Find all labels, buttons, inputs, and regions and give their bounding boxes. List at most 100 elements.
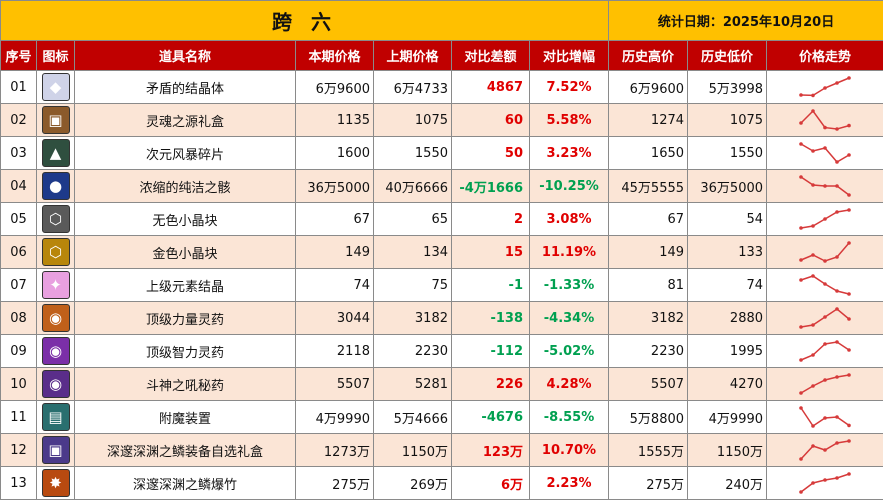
sparkline-point	[799, 358, 803, 362]
price-difference: 60	[451, 103, 530, 137]
row-index: 01	[0, 70, 37, 104]
sparkline-point	[799, 278, 803, 282]
current-price: 1135	[295, 103, 374, 137]
previous-price: 269万	[373, 466, 452, 500]
historical-low: 5万3998	[687, 70, 768, 104]
item-name: 浓缩的纯洁之骸	[74, 169, 296, 203]
price-trend-cell	[766, 70, 883, 104]
stat-date: 统计日期：2025年10月20日	[608, 0, 883, 41]
sparkline-line	[800, 473, 850, 493]
sparkline-line	[800, 374, 850, 394]
current-price: 36万5000	[295, 169, 374, 203]
price-trend-sparkline	[799, 142, 851, 164]
current-price: 2118	[295, 334, 374, 368]
historical-low: 133	[687, 235, 768, 269]
icon-cell: ✸	[36, 466, 75, 500]
sparkline-point	[835, 184, 839, 188]
grey-cube-icon: ⬡	[41, 205, 70, 233]
historical-low: 54	[687, 202, 768, 236]
sparkline-point	[847, 193, 851, 197]
sparkline-point	[847, 423, 851, 428]
item-name: 无色小晶块	[74, 202, 296, 236]
sparkline-point	[823, 217, 827, 221]
icon-cell: ▲	[36, 136, 75, 170]
table-row: 12 ▣ 深邃深渊之鳞装备自选礼盒 1273万 1150万 123万 10.70% 1555万…	[0, 433, 883, 467]
icon-cell: ◉	[36, 334, 75, 368]
price-trend-cell	[766, 202, 883, 236]
price-trend-cell	[766, 334, 883, 368]
row-index: 09	[0, 334, 37, 368]
sparkline-point	[823, 259, 827, 263]
price-difference: -4676	[451, 400, 530, 434]
col-header-historical-low: 历史低价	[687, 40, 768, 71]
current-price: 4万9990	[295, 400, 374, 434]
sparkline-point	[823, 448, 827, 452]
sparkline-point	[811, 384, 815, 388]
change-percent: 11.19%	[528, 235, 610, 269]
current-price: 1600	[295, 136, 374, 170]
previous-price: 5万4666	[373, 400, 452, 434]
historical-high: 1650	[608, 136, 689, 170]
item-name: 顶级力量灵药	[74, 301, 296, 335]
change-percent: -1.33%	[528, 268, 610, 302]
sparkline-point	[823, 282, 827, 286]
col-header-price-trend: 价格走势	[766, 40, 883, 71]
item-name: 矛盾的结晶体	[74, 70, 296, 104]
sparkline-point	[799, 121, 803, 125]
sparkline-point	[811, 274, 815, 278]
icon-cell: ◉	[36, 301, 75, 335]
sparkline-line	[800, 242, 850, 262]
change-percent: -5.02%	[528, 334, 610, 368]
table-row: 02 ▣ 灵魂之源礼盒 1135 1075 60 5.58% 1274 1075	[0, 103, 883, 137]
row-index: 08	[0, 301, 37, 335]
row-index: 10	[0, 367, 37, 401]
historical-high: 81	[608, 268, 689, 302]
price-difference: 2	[451, 202, 530, 236]
historical-low: 240万	[687, 466, 768, 500]
current-price: 3044	[295, 301, 374, 335]
change-percent: 4.28%	[528, 367, 610, 401]
previous-price: 134	[373, 235, 452, 269]
price-difference: -138	[451, 301, 530, 335]
sparkline-point	[835, 255, 839, 259]
change-percent: 7.52%	[528, 70, 610, 104]
battle-potion-icon: ◉	[41, 370, 70, 398]
sparkline-point	[811, 109, 815, 113]
price-trend-sparkline	[799, 175, 851, 197]
sparkline-point	[799, 175, 803, 179]
historical-high: 3182	[608, 301, 689, 335]
sparkline-point	[835, 160, 839, 164]
sparkline-point	[847, 373, 851, 377]
sparkline-point	[811, 183, 815, 187]
current-price: 149	[295, 235, 374, 269]
previous-price: 75	[373, 268, 452, 302]
col-header-difference: 对比差额	[451, 40, 530, 71]
previous-price: 5281	[373, 367, 452, 401]
sparkline-point	[799, 391, 803, 395]
change-percent: 5.58%	[528, 103, 610, 137]
sparkline-point	[847, 76, 851, 80]
title-row: 跨 六 统计日期：2025年10月20日	[0, 0, 883, 41]
pink-crystal-icon: ✦	[41, 271, 70, 299]
historical-low: 1550	[687, 136, 768, 170]
table-row: 07 ✦ 上级元素结晶 74 75 -1 -1.33% 81 74	[0, 268, 883, 302]
previous-price: 40万6666	[373, 169, 452, 203]
price-difference: 50	[451, 136, 530, 170]
sparkline-point	[835, 307, 839, 311]
sparkline-point	[835, 375, 839, 379]
icon-cell: ▣	[36, 433, 75, 467]
sparkline-point	[847, 439, 851, 443]
col-header-index: 序号	[0, 40, 37, 71]
current-price: 67	[295, 202, 374, 236]
price-difference: 123万	[451, 433, 530, 467]
icon-cell: ●	[36, 169, 75, 203]
sparkline-point	[811, 323, 815, 327]
historical-high: 1274	[608, 103, 689, 137]
enchant-device-icon: ▤	[41, 403, 70, 431]
item-name: 深邃深渊之鳞装备自选礼盒	[74, 433, 296, 467]
previous-price: 3182	[373, 301, 452, 335]
col-header-change-percent: 对比增幅	[528, 40, 610, 71]
price-trend-cell	[766, 301, 883, 335]
col-header-historical-high: 历史高价	[608, 40, 689, 71]
price-trend-sparkline	[799, 340, 851, 362]
